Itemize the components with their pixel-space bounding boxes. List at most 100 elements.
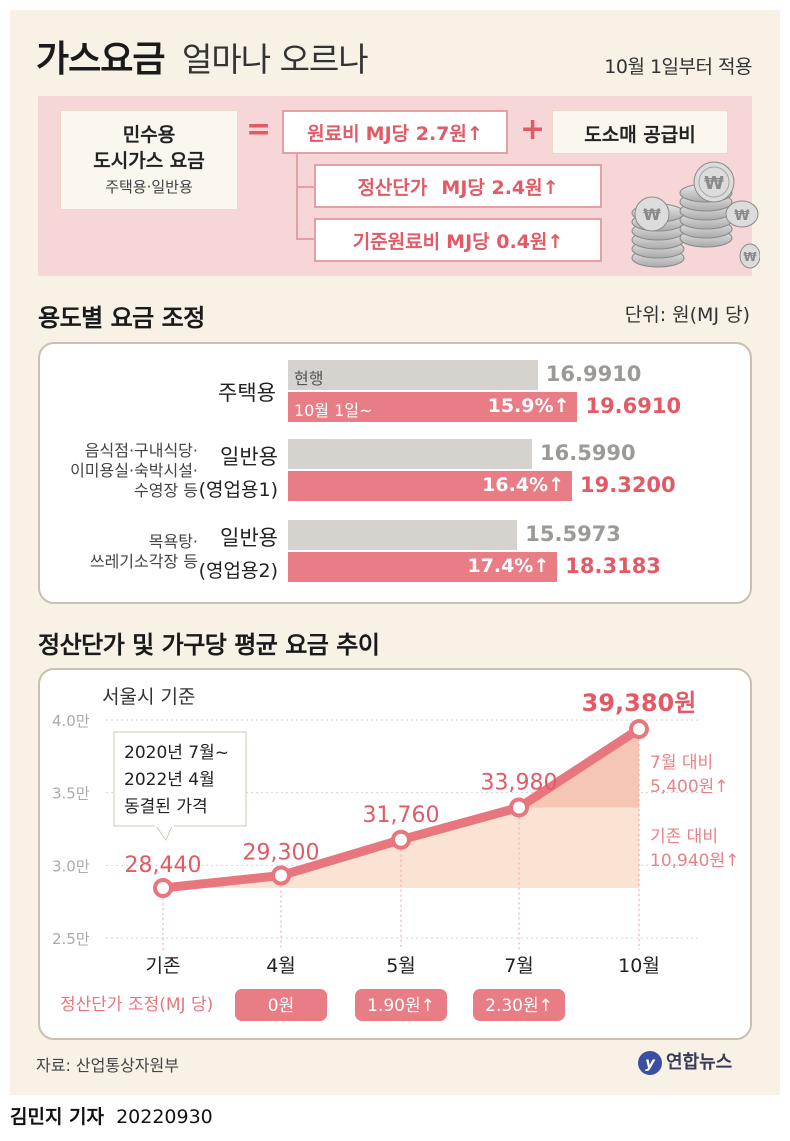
category-label-1: 일반용 [220, 445, 278, 469]
category-sublabel-1-0: 음식점·구내식당· [84, 441, 198, 460]
raw-cost-label: 원료비 [307, 123, 360, 145]
adjustment-pill-2 [355, 989, 447, 1021]
value-current-1: 16.5990 [540, 441, 636, 465]
freeze-note-line-2: 동결된 가격 [124, 797, 208, 817]
section1-title: 용도별 요금 조정 [38, 304, 205, 332]
supply-cost-text: 도소매 공급비 [584, 124, 696, 146]
yonhap-logo: y 연합뉴스 [638, 1048, 732, 1075]
value-current-0: 16.9910 [545, 362, 642, 386]
category-label2-2: (영업용2) [198, 560, 278, 582]
value-label-0: 28,440 [125, 853, 202, 878]
bar-label-current: 현행 [294, 369, 324, 388]
coin-face-top: ₩ [693, 161, 735, 203]
formula-tree-branch1 [296, 186, 316, 188]
x-label-3: 7월 [504, 955, 534, 977]
category-sublabel-1-2: 수영장 등 [134, 481, 198, 500]
value-current-2: 15.5973 [525, 522, 621, 546]
y-tick-0: 2.5만 [52, 930, 90, 948]
raw-cost-text: 원료비 MJ당 2.7원↑ [282, 119, 508, 146]
freeze-note-pointer [155, 825, 173, 842]
raw-cost-box [282, 110, 508, 154]
bar-new-1 [288, 471, 572, 501]
category-sublabel-2-1: 쓰레기소각장 등 [89, 552, 198, 571]
settle-box [314, 164, 602, 208]
coin-face-left: ₩ [634, 196, 670, 232]
category-label-0: 주택용 [218, 381, 276, 405]
data-point-2 [391, 829, 411, 850]
coin-face-bottom: ₩ [739, 243, 760, 269]
freeze-note-line-1: 2022년 4월 [124, 770, 215, 790]
formula-lhs-line3: 주택용·일반용 [105, 178, 193, 196]
value-new-0: 19.6910 [585, 394, 682, 418]
vs-july-line1: 7월 대비 [650, 753, 713, 773]
base-cost-box [314, 218, 602, 262]
x-label-1: 4월 [266, 955, 296, 977]
adjustment-row-label: 정산단가 조정(MJ 당) [60, 995, 213, 1015]
data-point-4 [629, 719, 649, 740]
bar-current-0 [288, 360, 538, 390]
settle-text: 정산단가 MJ당 2.4원↑ [314, 173, 602, 200]
title-main: 가스요금 [36, 39, 165, 80]
bar-current-2 [288, 520, 518, 550]
reporter-line: 김민지 기자 20220930 [10, 1102, 213, 1129]
category-sublabel-2-0: 목욕탕· [148, 532, 198, 551]
data-point-1 [271, 865, 291, 886]
base-cost-value: MJ당 0.4원↑ [446, 231, 564, 253]
value-new-2: 18.3183 [565, 554, 661, 578]
freeze-note-pointer-mask [155, 822, 174, 827]
adjustment-pill-0 [235, 989, 327, 1021]
formula-lhs-box [60, 110, 238, 210]
value-label-1: 29,300 [243, 841, 320, 866]
change-pct-0: 15.9%↑ [487, 395, 570, 417]
section1-unit: 단위: 원(MJ 당) [624, 304, 750, 326]
base-cost-text: 기준원료비 MJ당 0.4원↑ [314, 227, 602, 254]
settle-value: MJ당 2.4원↑ [441, 177, 559, 199]
settle-label: 정산단가 [357, 177, 428, 199]
supply-cost-box [552, 110, 728, 154]
line-chart: 2.5만 3.0만 3.5만 4.0만 28,440 29,300 31,760 33,980… [52, 689, 739, 1021]
equals-sign: = [246, 112, 272, 147]
coin-face-right: ₩ [725, 200, 759, 228]
vs-july-line2: 5,400원↑ [650, 777, 729, 797]
bar-current-1 [288, 439, 532, 469]
source-note: 자료: 산업통상자원부 [36, 1056, 179, 1075]
adjustment-pill-3 [473, 989, 565, 1021]
y-tick-1: 3.0만 [52, 857, 90, 875]
coins-illustration: ₩ ₩ ₩ ₩ [631, 161, 760, 269]
reporter-date: 20220930 [116, 1106, 213, 1128]
reporter-name: 김민지 기자 [10, 1106, 105, 1128]
formula-tree-branch2 [296, 238, 316, 240]
freeze-note-line-0: 2020년 7월~ [124, 743, 229, 763]
svg-text:₩: ₩ [704, 173, 724, 194]
adjustment-value-2: 1.90원↑ [367, 996, 435, 1016]
title-sub: 얼마나 오르나 [182, 40, 369, 79]
category-label2-1: (영업용1) [198, 479, 278, 501]
svg-text:₩: ₩ [743, 250, 757, 264]
bar-new-2 [288, 552, 558, 582]
freeze-note-box [113, 731, 247, 827]
value-label-4: 39,380원 [582, 689, 697, 717]
base-cost-label: 기준원료비 [352, 231, 441, 253]
category-label-2: 일반용 [220, 526, 278, 550]
raw-cost-value: MJ당 2.7원↑ [365, 123, 483, 145]
vs-base-line1: 기존 대비 [650, 827, 718, 847]
svg-text:₩: ₩ [643, 205, 661, 224]
formula-tree-vertical [296, 154, 298, 238]
value-label-3: 33,980 [481, 770, 558, 795]
apply-date: 10월 1일부터 적용 [604, 56, 752, 78]
bar-label-new: 10월 1일~ [294, 401, 373, 420]
y-tick-2: 3.5만 [52, 785, 90, 803]
plus-sign: + [520, 112, 546, 147]
adjustment-value-0: 0원 [268, 996, 294, 1016]
value-label-2: 31,760 [363, 803, 440, 828]
category-sublabel-1-1: 이미용실·숙박시설· [70, 461, 198, 480]
bar-new-0 [288, 392, 578, 422]
area-vs-base [163, 729, 639, 889]
line-chart-subtitle: 서울시 기준 [102, 686, 196, 708]
y-tick-3: 4.0만 [52, 712, 90, 730]
yonhap-logo-text: 연합뉴스 [666, 1052, 733, 1073]
svg-text:₩: ₩ [734, 208, 750, 224]
x-label-0: 기존 [146, 955, 181, 977]
change-pct-2: 17.4%↑ [467, 555, 550, 577]
formula-lhs-line1: 민수용 [122, 124, 176, 146]
